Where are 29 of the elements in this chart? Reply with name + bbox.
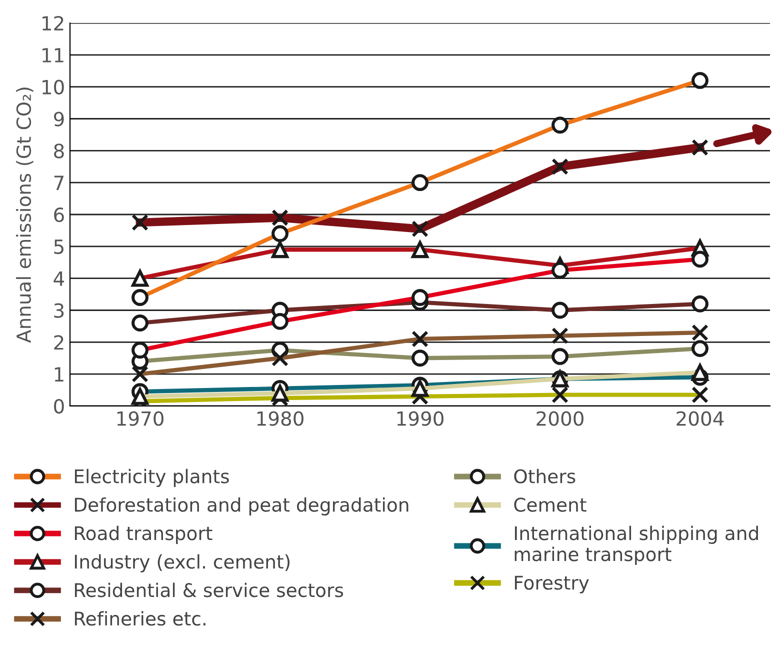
y-tick-label: 2 bbox=[54, 335, 64, 350]
y-tick-label: 12 bbox=[42, 16, 64, 30]
y-tick-label: 1 bbox=[54, 367, 64, 382]
y-tick-label: 4 bbox=[54, 272, 64, 286]
x-tick-label: 2000 bbox=[536, 411, 584, 426]
legend-label: Industry (excl. cement) bbox=[74, 554, 290, 572]
legend-label: Road transport bbox=[74, 526, 212, 544]
legend-label: Electricity plants bbox=[74, 468, 229, 488]
legend-label: Residential & service sectors bbox=[74, 582, 344, 598]
x-tick-label: 1980 bbox=[257, 411, 304, 426]
y-tick-label: 3 bbox=[54, 303, 64, 318]
legend-label: Refineries etc. bbox=[74, 611, 206, 626]
y-tick-label: 10 bbox=[42, 80, 64, 94]
x-tick-label: 2004 bbox=[676, 411, 724, 426]
y-tick-label: 6 bbox=[54, 207, 64, 222]
legend-label: Deforestation and peat degradation bbox=[74, 497, 408, 516]
legend-label: International shipping and marine transport bbox=[514, 526, 758, 565]
y-axis-title: Annual emissions (Gt CO₂) bbox=[16, 88, 34, 343]
y-tick-label: 9 bbox=[54, 112, 64, 126]
x-tick-label: 1970 bbox=[117, 411, 164, 426]
y-tick-label: 7 bbox=[54, 176, 64, 190]
legend-label: Cement bbox=[514, 498, 586, 512]
legend-label: Forestry bbox=[514, 576, 589, 594]
x-tick-label: 1990 bbox=[397, 411, 444, 426]
y-tick-label: 5 bbox=[54, 240, 64, 254]
y-tick-label: 11 bbox=[42, 48, 64, 62]
y-tick-label: 0 bbox=[54, 398, 64, 414]
y-tick-label: 8 bbox=[54, 144, 64, 158]
legend-label: Others bbox=[514, 468, 576, 484]
